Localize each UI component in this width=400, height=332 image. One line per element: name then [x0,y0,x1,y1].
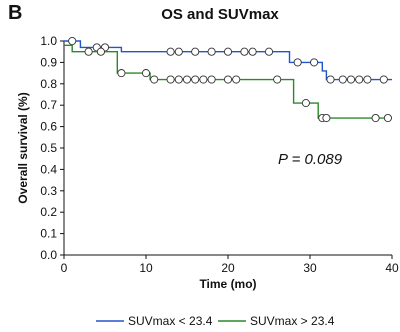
censor-mark [248,47,257,56]
censor-mark [383,113,392,123]
censor-mark [326,75,335,84]
censor-mark [223,47,233,56]
legend: SUVmax < 23.4 SUVmax > 23.4 [96,314,335,328]
panel-label: B [8,2,23,24]
legend-label: SUVmax > 23.4 [250,314,335,328]
p-value-annotation: P = 0.089 [278,151,343,168]
censor-mark [355,75,364,84]
censor-mark [371,113,380,123]
y-tick-label: 0.6 [40,120,57,134]
censor-mark [322,113,331,123]
censor-mark [301,99,310,108]
x-axis-title: Time (mo) [199,277,256,291]
censor-mark [363,75,372,84]
censor-mark [264,47,274,56]
y-tick-label: 1.0 [40,34,57,48]
y-tick-label: 0.1 [40,227,57,241]
y-tick-label: 0.5 [40,141,57,155]
censor-mark [166,75,175,84]
censor-mark [191,75,200,84]
censor-mark [207,47,216,56]
survival-curve-1 [64,40,392,81]
censor-mark [68,36,77,46]
censor-mark [141,69,151,78]
x-tick-label: 0 [61,261,68,275]
x-tick-label: 20 [221,261,235,275]
censor-mark [207,75,216,84]
legend-label: SUVmax < 23.4 [128,314,213,328]
censor-mark [346,75,356,84]
censor-mark [273,75,282,84]
chart-title: OS and SUVmax [161,6,279,23]
censor-mark [150,75,159,84]
censor-mark [174,75,183,84]
censor-mark [191,47,200,56]
y-tick-label: 0.0 [40,248,57,262]
x-tick-label: 40 [385,261,399,275]
series-layer [64,36,392,123]
y-tick-label: 0.8 [40,77,57,91]
censor-mark [166,47,175,56]
censor-mark [293,58,302,67]
y-tick-label: 0.7 [40,98,57,112]
censor-mark [117,69,126,78]
y-tick-label: 0.9 [40,55,57,69]
censor-mark [199,75,208,84]
x-tick-label: 10 [139,261,153,275]
censor-mark [310,58,319,67]
censor-mark [338,75,347,84]
censor-mark [240,47,249,56]
axes: 0.0 0.1 0.2 0.3 0.4 0.5 0.6 0.7 0.8 0.9 1.0 0 10 20 30… [40,34,399,275]
censor-mark [379,75,388,84]
y-axis-title: Overall survival (%) [16,92,30,203]
y-tick-label: 0.3 [40,184,57,198]
censor-mark [174,47,183,56]
censor-mark [96,47,105,56]
y-tick-label: 0.2 [40,205,57,219]
censor-mark [223,75,233,84]
y-tick-label: 0.4 [40,162,57,176]
x-tick-label: 30 [303,261,317,275]
censor-mark [84,47,93,56]
censor-mark [232,75,241,84]
censor-mark [182,75,192,84]
